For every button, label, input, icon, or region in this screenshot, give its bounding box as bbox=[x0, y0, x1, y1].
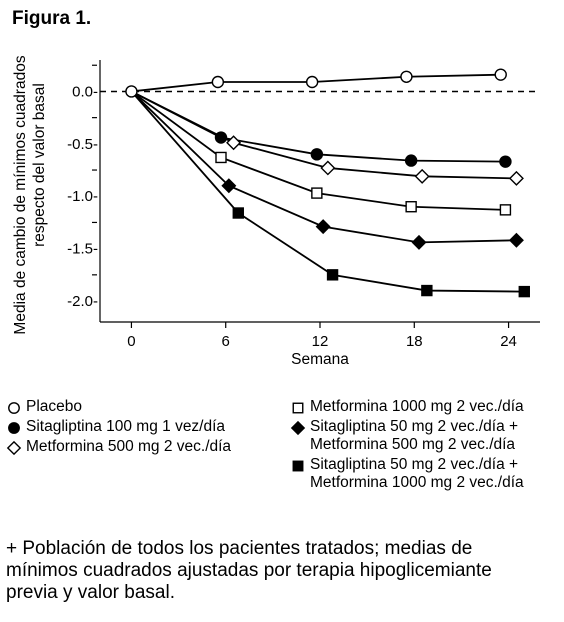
legend-right: Metformina 1000 mg 2 vec./día Sitagliptin… bbox=[290, 398, 524, 494]
legend-marker bbox=[8, 422, 20, 434]
data-point-series-5 bbox=[518, 285, 530, 298]
legend-marker bbox=[292, 460, 304, 472]
legend-label: Sitagliptina 100 mg 1 vez/día bbox=[26, 418, 226, 435]
legend-label: Placebo bbox=[26, 398, 83, 415]
y-tick-label: -2.0- bbox=[67, 293, 98, 310]
x-tick-label: 18 bbox=[406, 333, 423, 350]
data-point-series-4 bbox=[411, 234, 427, 250]
data-point-series-2 bbox=[414, 168, 430, 184]
data-point-series-1 bbox=[499, 155, 512, 168]
data-point-series-3 bbox=[311, 187, 323, 199]
legend-marker bbox=[8, 402, 20, 414]
y-tick-label: -0.5- bbox=[67, 136, 98, 153]
data-point-series-0 bbox=[305, 75, 319, 89]
legend-label: Metformina 500 mg 2 vec./día bbox=[26, 438, 232, 455]
data-point-series-2 bbox=[226, 135, 242, 151]
legend-marker bbox=[6, 440, 22, 456]
chart-marks bbox=[125, 68, 530, 298]
square-filled-marker-icon bbox=[292, 460, 304, 472]
square-open-marker-icon bbox=[292, 402, 304, 414]
chart-axes: 0.0- -0.5- -1.0- -1.5- -2.0- 0 6 12 18 24 Semana Me… bbox=[12, 55, 540, 368]
data-point-series-1 bbox=[310, 148, 324, 161]
legend-marker bbox=[290, 420, 306, 436]
legend-item: Metformina 500 mg 2 vec./día bbox=[6, 438, 231, 456]
data-point-series-5 bbox=[232, 207, 244, 219]
data-point-series-0 bbox=[494, 68, 507, 81]
y-tick-label: -1.0- bbox=[67, 188, 98, 205]
data-point-series-4 bbox=[508, 232, 524, 248]
legend-label: Metformina 1000 mg 2 vec./día bbox=[310, 398, 524, 415]
x-tick-label: 12 bbox=[312, 333, 329, 350]
data-point-series-1 bbox=[214, 131, 228, 144]
data-point-origin bbox=[125, 85, 138, 98]
legend-left: Placebo Sitagliptina 100 mg 1 vez/día Metf… bbox=[6, 398, 231, 458]
data-point-series-2 bbox=[320, 160, 336, 176]
data-point-series-4 bbox=[315, 219, 331, 235]
legend-item: Sitagliptina 50 mg 2 vec./día + Metformi… bbox=[290, 456, 524, 492]
data-point-series-3 bbox=[405, 201, 417, 213]
x-tick-label: 24 bbox=[500, 333, 517, 350]
data-point-series-4 bbox=[221, 178, 237, 194]
line-chart: 0.0- -0.5- -1.0- -1.5- -2.0- 0 6 12 18 24 Semana Me… bbox=[12, 55, 540, 368]
data-point-series-2 bbox=[508, 170, 524, 186]
data-point-series-5 bbox=[326, 269, 339, 281]
diamond-filled-marker-icon bbox=[290, 420, 306, 436]
x-axis-title: Semana bbox=[291, 351, 349, 368]
footnote: + Población de todos los pacientes trata… bbox=[6, 538, 492, 603]
y-tick-label: -1.5- bbox=[67, 241, 98, 258]
legend-label: Sitagliptina 50 mg 2 vec./día + Metformi… bbox=[310, 456, 524, 491]
data-point-series-0 bbox=[211, 75, 225, 89]
circle-filled-marker-icon bbox=[8, 422, 20, 434]
legend-marker bbox=[292, 402, 304, 414]
circle-open-marker-icon bbox=[8, 402, 20, 414]
legend-item: Sitagliptina 100 mg 1 vez/día bbox=[6, 418, 231, 436]
data-point-series-3 bbox=[215, 151, 227, 164]
data-point-series-0 bbox=[400, 70, 413, 83]
data-point-series-1 bbox=[404, 154, 418, 167]
legend-item: Metformina 1000 mg 2 vec./día bbox=[290, 398, 524, 416]
x-tick-label: 0 bbox=[127, 333, 135, 350]
data-point-series-5 bbox=[421, 284, 433, 297]
legend-item: Sitagliptina 50 mg 2 vec./día + Metformi… bbox=[290, 418, 524, 454]
data-point-series-3 bbox=[499, 204, 512, 216]
y-axis-title-line-2: respecto del valor basal bbox=[31, 83, 48, 247]
legend-item: Placebo bbox=[6, 398, 231, 416]
x-tick-label: 6 bbox=[222, 333, 230, 350]
y-axis-title-line-1: Media de cambio de mínimos cuadrados bbox=[12, 55, 29, 334]
diamond-open-marker-icon bbox=[6, 440, 22, 456]
y-tick-label: 0.0- bbox=[72, 83, 98, 100]
figure-title: Figura 1. bbox=[12, 8, 92, 29]
legend-label: Sitagliptina 50 mg 2 vec./día + Metformi… bbox=[310, 418, 519, 453]
